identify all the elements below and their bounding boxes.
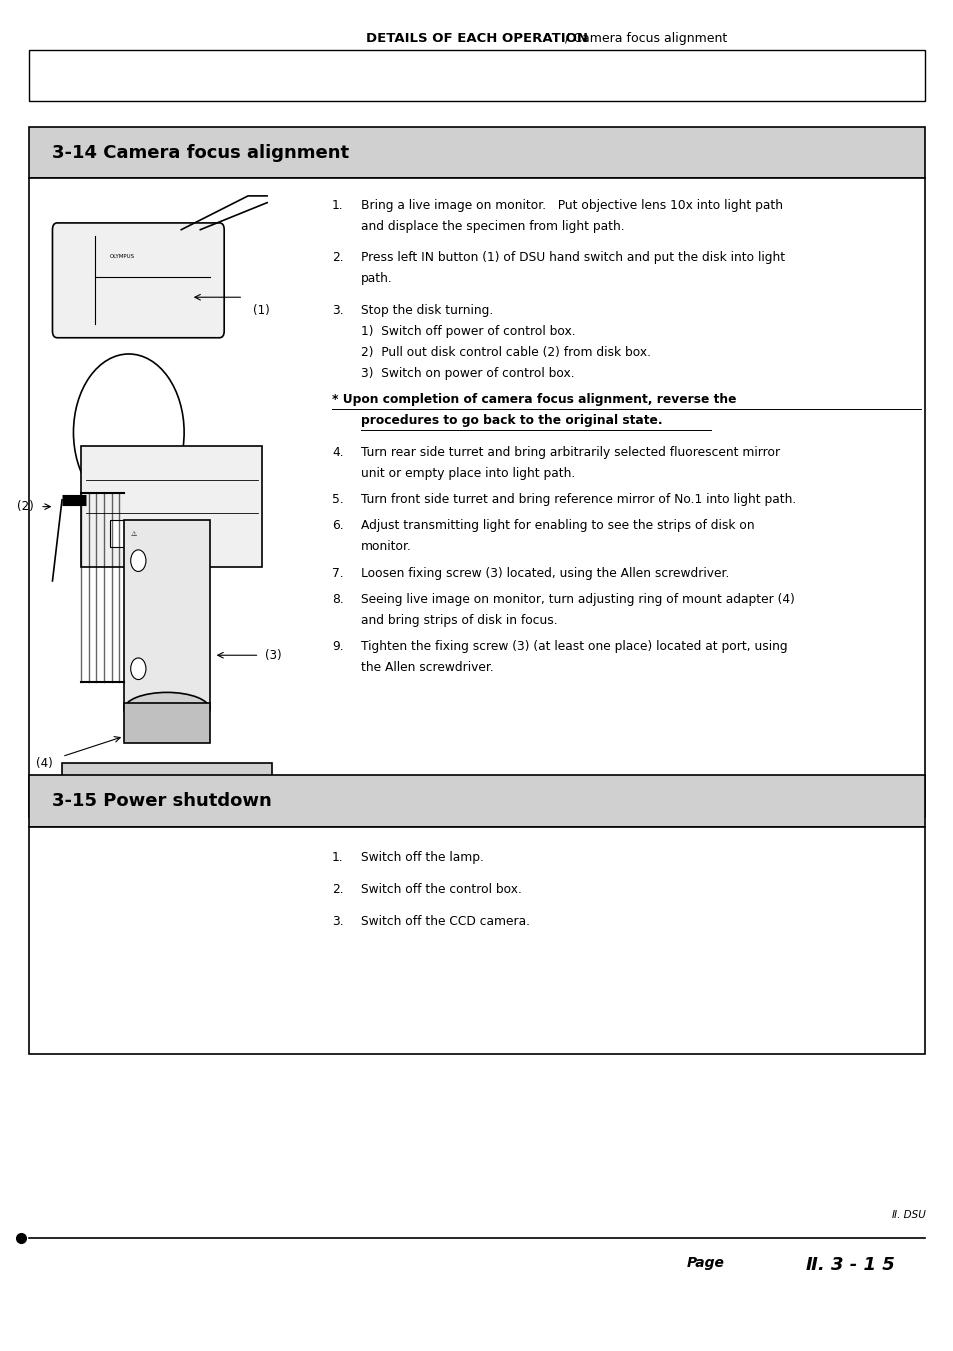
Text: 2)  Pull out disk control cable (2) from disk box.: 2) Pull out disk control cable (2) from … [360,346,650,359]
Text: / Camera focus alignment: / Camera focus alignment [560,31,726,45]
Text: 7.: 7. [332,567,343,580]
Text: Switch off the CCD camera.: Switch off the CCD camera. [360,915,529,928]
Text: 3)  Switch on power of control box.: 3) Switch on power of control box. [360,367,574,380]
Text: path.: path. [360,273,392,285]
Text: Press left IN button (1) of DSU hand switch and put the disk into light: Press left IN button (1) of DSU hand swi… [360,251,784,265]
Ellipse shape [124,692,210,727]
Text: 3.: 3. [332,915,343,928]
Bar [81,446,262,567]
Text: monitor.: monitor. [360,540,411,554]
Text: Seeing live image on monitor, turn adjusting ring of mount adapter (4): Seeing live image on monitor, turn adjus… [360,593,794,607]
Text: Turn rear side turret and bring arbitrarily selected fluorescent mirror: Turn rear side turret and bring arbitrar… [360,446,779,459]
Circle shape [131,550,146,571]
Text: 1)  Switch off power of control box.: 1) Switch off power of control box. [360,326,575,338]
Bar [29,775,924,827]
Text: 3-15 Power shutdown: 3-15 Power shutdown [52,792,272,811]
Text: 9.: 9. [332,640,343,654]
Text: and displace the specimen from light path.: and displace the specimen from light pat… [360,219,623,232]
Text: 1.: 1. [332,199,343,212]
Text: procedures to go back to the original state.: procedures to go back to the original st… [360,415,661,427]
Text: (4): (4) [35,757,52,770]
Bar [152,563,191,588]
Text: Ⅱ. 3 - 1 5: Ⅱ. 3 - 1 5 [805,1256,894,1274]
Bar [62,763,272,790]
Bar [29,50,924,101]
Text: Page: Page [686,1256,724,1270]
Text: Bring a live image on monitor.   Put objective lens 10x into light path: Bring a live image on monitor. Put objec… [360,199,781,212]
Bar [29,178,924,817]
Circle shape [73,354,184,511]
Text: 3.: 3. [332,304,343,317]
Text: (1): (1) [253,304,270,317]
Text: 3-14 Camera focus alignment: 3-14 Camera focus alignment [52,143,349,162]
Text: 5.: 5. [332,493,343,507]
Text: (2): (2) [16,500,33,513]
Text: Loosen fixing screw (3) located, using the Allen screwdriver.: Loosen fixing screw (3) located, using t… [360,567,728,580]
Text: Adjust transmitting light for enabling to see the strips of disk on: Adjust transmitting light for enabling t… [360,520,754,532]
Text: * Upon completion of camera focus alignment, reverse the: * Upon completion of camera focus alignm… [332,393,736,407]
Text: ⚠: ⚠ [131,531,136,536]
Text: the Allen screwdriver.: the Allen screwdriver. [360,662,493,674]
Bar [29,827,924,1054]
Text: 4.: 4. [332,446,343,459]
Text: 2.: 2. [332,251,343,265]
Bar [124,520,210,709]
Text: 1.: 1. [332,851,343,865]
Text: (3): (3) [265,648,281,662]
Text: Switch off the control box.: Switch off the control box. [360,884,521,896]
Text: OLYMPUS: OLYMPUS [110,254,134,259]
Text: unit or empty place into light path.: unit or empty place into light path. [360,467,575,480]
Text: and bring strips of disk in focus.: and bring strips of disk in focus. [360,615,557,627]
Text: 6.: 6. [332,520,343,532]
FancyBboxPatch shape [52,223,224,338]
Text: 8.: 8. [332,593,343,607]
Text: Turn front side turret and bring reference mirror of No.1 into light path.: Turn front side turret and bring referen… [360,493,795,507]
Text: Ⅱ. DSU: Ⅱ. DSU [890,1210,924,1220]
Text: Stop the disk turning.: Stop the disk turning. [360,304,493,317]
Circle shape [131,658,146,680]
Text: Switch off the lamp.: Switch off the lamp. [360,851,483,865]
Bar [124,703,210,743]
Text: Tighten the fixing screw (3) (at least one place) located at port, using: Tighten the fixing screw (3) (at least o… [360,640,786,654]
Text: 2.: 2. [332,884,343,896]
Text: DETAILS OF EACH OPERATION: DETAILS OF EACH OPERATION [366,31,587,45]
Bar [29,127,924,178]
Bar [110,520,157,547]
